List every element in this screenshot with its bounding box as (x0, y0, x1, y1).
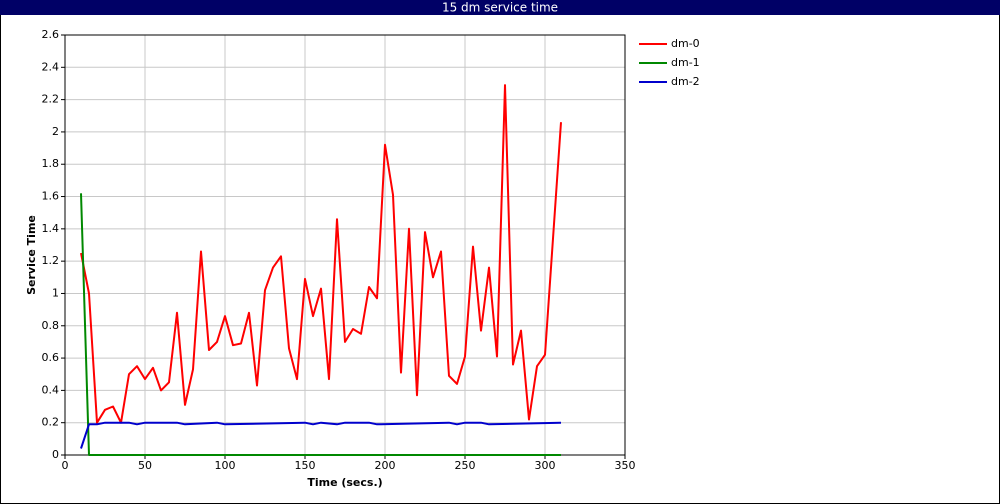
y-tick-label: 0.8 (42, 319, 60, 332)
y-axis-label: Service Time (25, 215, 38, 295)
series-line (80, 84, 562, 424)
x-tick-label: 300 (535, 459, 556, 472)
y-tick-label: 1 (52, 286, 59, 299)
legend-label: dm-2 (671, 75, 700, 88)
series-line (80, 193, 561, 456)
y-tick-label: 0.4 (42, 383, 60, 396)
y-tick-label: 1.6 (42, 190, 60, 203)
y-tick-label: 2.2 (42, 93, 60, 106)
chart-title: 15 dm service time (442, 1, 558, 15)
legend-label: dm-0 (671, 37, 700, 50)
y-tick-label: 2.6 (42, 28, 60, 41)
y-tick-label: 0.2 (42, 416, 60, 429)
legend-label: dm-1 (671, 56, 700, 69)
x-axis-label: Time (secs.) (307, 476, 382, 489)
title-bar (0, 0, 1000, 15)
y-tick-label: 1.8 (42, 157, 60, 170)
y-tick-label: 1.2 (42, 254, 60, 267)
y-tick-label: 1.4 (42, 222, 60, 235)
x-tick-label: 50 (138, 459, 152, 472)
x-tick-label: 350 (615, 459, 636, 472)
x-tick-label: 0 (62, 459, 69, 472)
series-line (80, 421, 562, 449)
y-tick-label: 0 (52, 448, 59, 461)
y-tick-label: 2 (52, 125, 59, 138)
y-tick-label: 2.4 (42, 60, 60, 73)
x-tick-label: 150 (295, 459, 316, 472)
y-tick-label: 0.6 (42, 351, 60, 364)
x-tick-label: 250 (455, 459, 476, 472)
x-tick-label: 100 (215, 459, 236, 472)
x-tick-label: 200 (375, 459, 396, 472)
